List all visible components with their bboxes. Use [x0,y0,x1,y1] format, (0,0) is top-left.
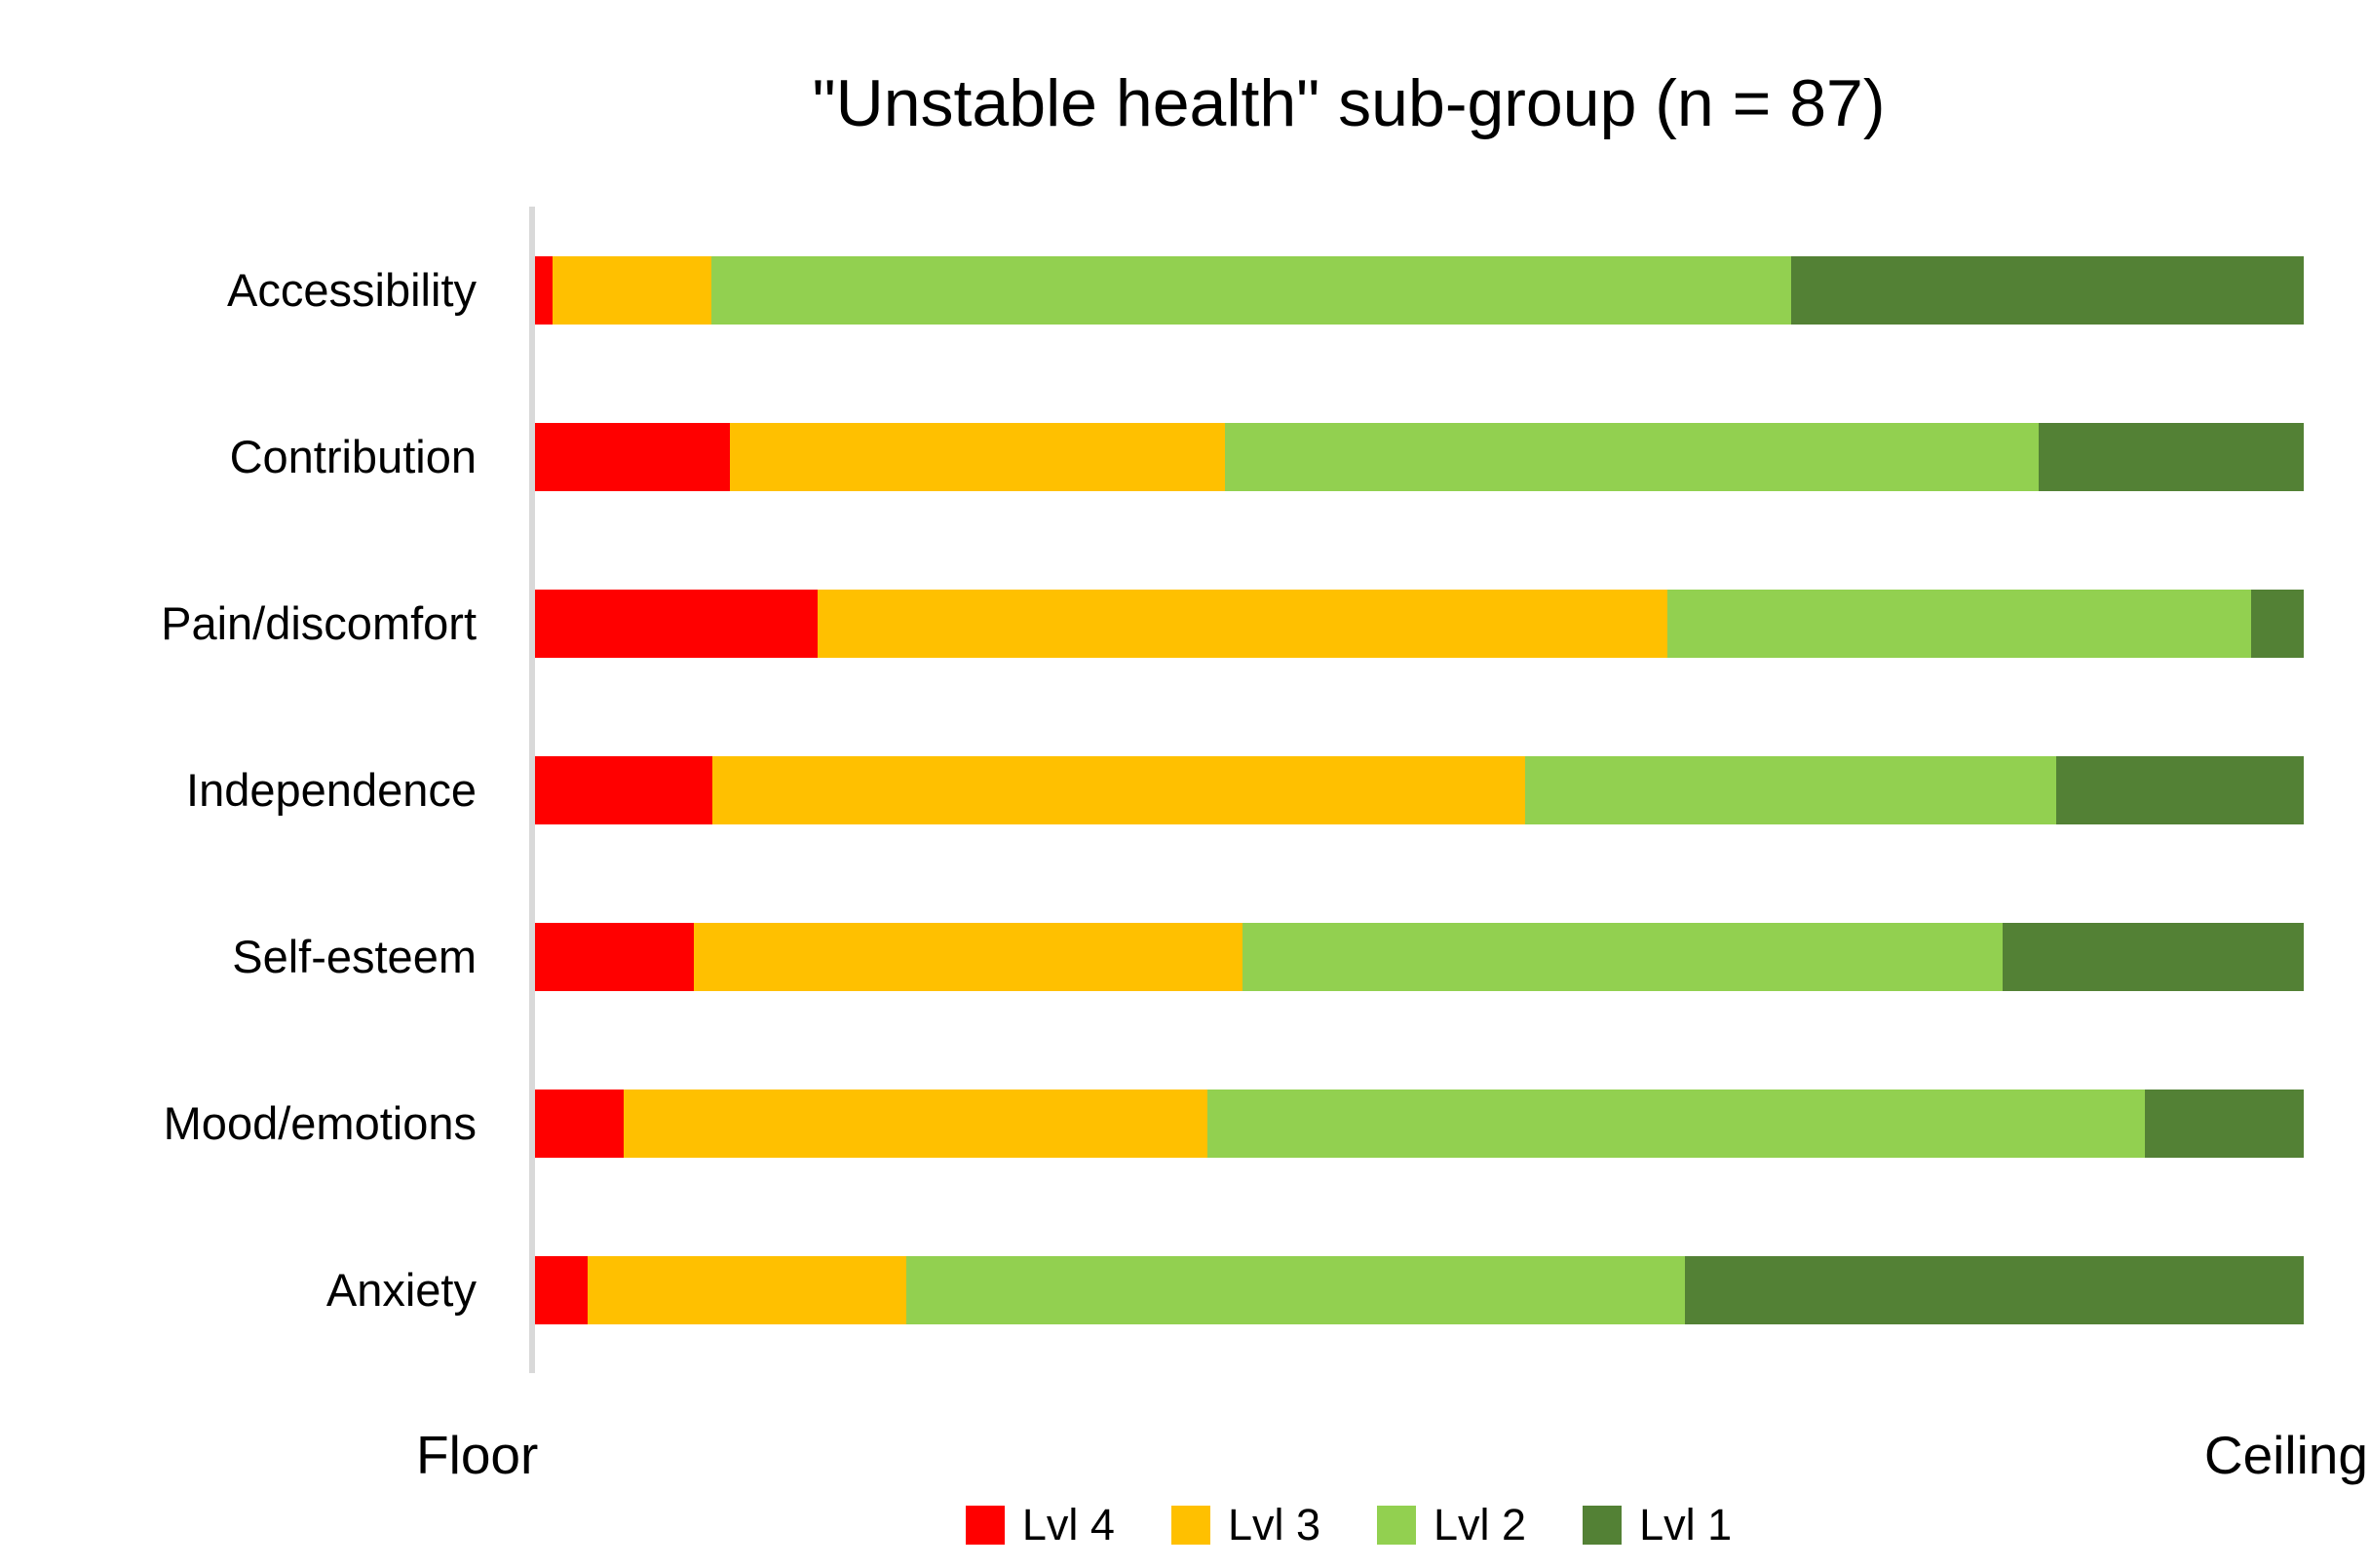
category-label: Anxiety [325,1263,477,1316]
bar-segment-lvl-1 [2003,922,2304,991]
bar-row-mood/emotions: Mood/emotions [0,1040,2370,1206]
stacked-bar-mood/emotions [535,1089,2304,1158]
title-row: "Unstable health" sub-group (n = 87) [327,0,2370,207]
bar-row-self-esteem: Self-esteem [0,873,2370,1040]
bar-segment-lvl-1 [1684,1255,2304,1324]
legend-item-lvl-2: Lvl 2 [1377,1500,1526,1550]
bar-segment-lvl-1 [1790,255,2304,325]
category-label: Pain/discomfort [161,596,477,649]
category-label: Independence [186,763,477,816]
bar-segment-lvl-3 [729,422,1225,491]
bar-segment-lvl-4 [535,589,819,658]
bar-row-accessibility: Accessibility [0,207,2370,373]
x-axis-ceiling-label: Ceiling [2203,1425,2368,1485]
legend-label-lvl-4: Lvl 4 [1021,1500,1115,1549]
bar-segment-lvl-3 [553,255,712,325]
bar-row-contribution: Contribution [0,373,2370,540]
legend-label-lvl-3: Lvl 3 [1227,1500,1320,1549]
bar-segment-lvl-3 [818,589,1667,658]
legend-swatch-lvl-4 [965,1506,1005,1545]
stacked-bar-contribution [535,422,2304,491]
legend-swatch-lvl-1 [1583,1506,1623,1545]
bar-row-independence: Independence [0,707,2370,873]
bar-segment-lvl-4 [535,255,554,325]
stacked-bar-accessibility [535,255,2304,325]
bar-segment-lvl-1 [2055,755,2304,824]
legend-item-lvl-1: Lvl 1 [1583,1500,1732,1550]
x-axis-labels: Floor Ceiling [0,1373,2370,1500]
category-label: Mood/emotions [163,1096,477,1149]
x-axis-floor-label: Floor [416,1425,539,1485]
bar-segment-lvl-1 [2144,1089,2304,1158]
bar-segment-lvl-4 [535,755,712,824]
bar-segment-lvl-2 [1224,422,2039,491]
category-label: Contribution [229,430,477,482]
legend-swatch-lvl-2 [1377,1506,1416,1545]
bar-segment-lvl-3 [694,922,1242,991]
stacked-bar-pain/discomfort [535,589,2304,658]
category-label: Accessibility [227,263,477,316]
legend-swatch-lvl-3 [1170,1506,1210,1545]
bar-segment-lvl-2 [906,1255,1685,1324]
bar-segment-lvl-4 [535,922,695,991]
bar-segment-lvl-1 [2250,589,2304,658]
legend: Lvl 4 Lvl 3 Lvl 2 Lvl 1 [327,1500,2370,1568]
legend-label-lvl-1: Lvl 1 [1639,1500,1733,1549]
legend-label-lvl-2: Lvl 2 [1433,1500,1527,1549]
bar-segment-lvl-4 [535,422,730,491]
bar-segment-lvl-1 [2038,422,2304,491]
stacked-bar-independence [535,755,2304,824]
bar-segment-lvl-2 [1206,1089,2145,1158]
bar-segment-lvl-4 [535,1255,589,1324]
chart-title: "Unstable health" sub-group (n = 87) [812,66,1886,140]
stacked-bar-anxiety [535,1255,2304,1324]
bar-segment-lvl-2 [711,255,1791,325]
plot-area: Accessibility Contribution Pain/discomfort… [0,207,2370,1373]
category-label: Self-esteem [232,930,477,982]
bar-rows: Accessibility Contribution Pain/discomfort… [0,207,2370,1373]
bar-segment-lvl-4 [535,1089,624,1158]
bar-segment-lvl-3 [588,1255,907,1324]
bar-row-pain/discomfort: Pain/discomfort [0,540,2370,707]
bar-segment-lvl-2 [1242,922,2004,991]
legend-item-lvl-3: Lvl 3 [1170,1500,1320,1550]
bar-row-anxiety: Anxiety [0,1206,2370,1373]
bar-segment-lvl-2 [1666,589,2251,658]
bar-segment-lvl-2 [1525,755,2056,824]
y-axis-line [529,207,535,1373]
stacked-bar-self-esteem [535,922,2304,991]
legend-item-lvl-4: Lvl 4 [965,1500,1115,1550]
bar-segment-lvl-3 [623,1089,1207,1158]
bar-segment-lvl-3 [711,755,1526,824]
